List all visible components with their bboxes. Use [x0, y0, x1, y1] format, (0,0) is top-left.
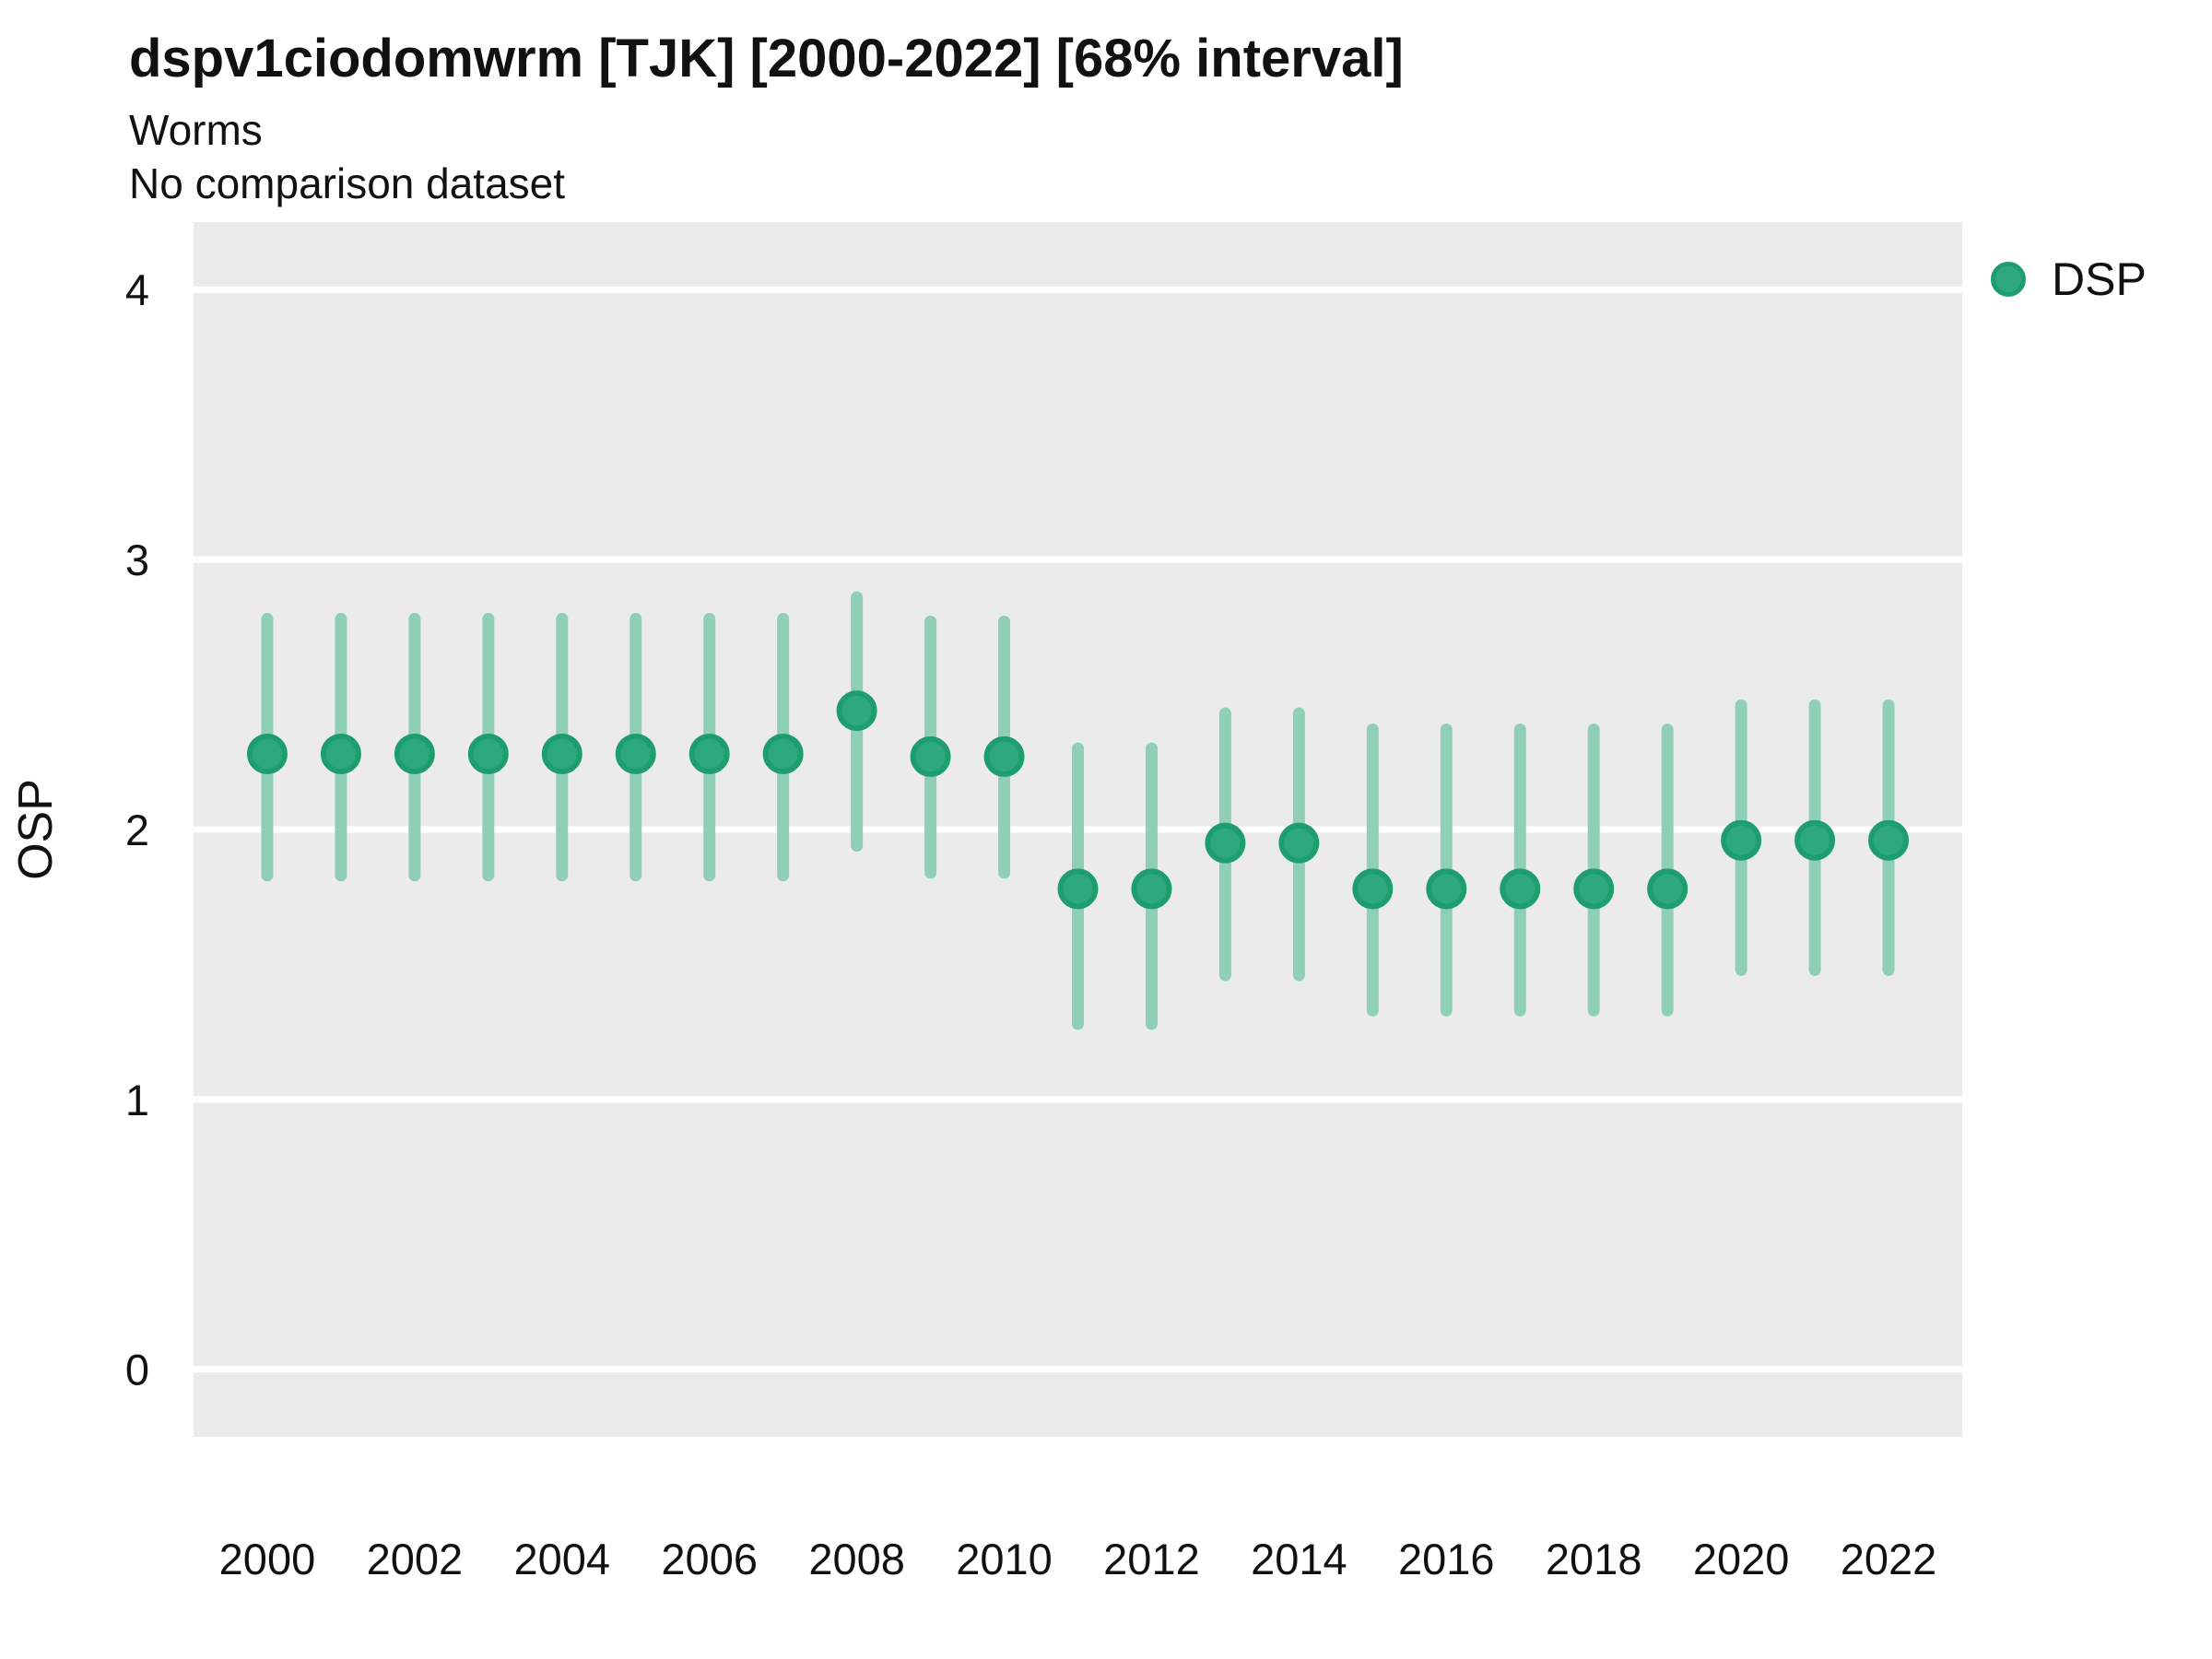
data-point-2013	[1205, 822, 1246, 864]
x-tick-label-2018: 2018	[1546, 1535, 1642, 1583]
x-tick-label-2022: 2022	[1841, 1535, 1937, 1583]
data-point-2000	[246, 733, 288, 774]
y-axis-title: OSP	[9, 779, 63, 880]
chart-subtitle: Worms	[129, 106, 263, 154]
data-point-2001	[320, 733, 361, 774]
x-tick-label-2004: 2004	[514, 1535, 611, 1583]
legend-label-dsp: DSP	[2052, 253, 2147, 305]
data-point-2015	[1352, 868, 1394, 910]
data-point-2002	[394, 733, 435, 774]
data-point-2011	[1057, 868, 1099, 910]
chart-title: dspv1ciodomwrm [TJK] [2000-2022] [68% in…	[129, 29, 1404, 88]
data-point-2007	[762, 733, 804, 774]
data-point-2016	[1426, 868, 1467, 910]
x-tick-label-2014: 2014	[1251, 1535, 1347, 1583]
data-point-2021	[1794, 819, 1836, 861]
data-point-2008	[836, 690, 877, 732]
x-tick-label-2020: 2020	[1693, 1535, 1790, 1583]
data-point-2022	[1868, 819, 1910, 861]
y-tick-label-1: 1	[125, 1076, 149, 1124]
x-tick-label-2010: 2010	[956, 1535, 1053, 1583]
legend: DSP	[1991, 256, 2147, 302]
data-point-2010	[983, 735, 1025, 777]
data-point-2012	[1131, 868, 1172, 910]
y-tick-label-0: 0	[125, 1346, 149, 1394]
data-point-2009	[910, 735, 951, 777]
legend-circle-icon	[1991, 262, 2026, 297]
data-point-2005	[615, 733, 656, 774]
x-tick-label-2008: 2008	[808, 1535, 905, 1583]
data-point-2006	[688, 733, 730, 774]
x-tick-label-2006: 2006	[661, 1535, 758, 1583]
x-tick-label-2012: 2012	[1103, 1535, 1200, 1583]
data-point-2004	[541, 733, 582, 774]
data-point-2017	[1500, 868, 1541, 910]
comparison-note: No comparison dataset	[129, 159, 566, 207]
data-point-2018	[1573, 868, 1615, 910]
data-point-2014	[1278, 822, 1320, 864]
y-tick-label-4: 4	[125, 265, 149, 314]
y-tick-label-2: 2	[125, 806, 149, 854]
x-tick-label-2000: 2000	[219, 1535, 316, 1583]
data-point-2019	[1647, 868, 1688, 910]
data-point-2003	[467, 733, 509, 774]
x-tick-label-2002: 2002	[367, 1535, 464, 1583]
x-tick-label-2016: 2016	[1398, 1535, 1495, 1583]
data-point-2020	[1721, 819, 1762, 861]
y-tick-label-3: 3	[125, 535, 149, 584]
